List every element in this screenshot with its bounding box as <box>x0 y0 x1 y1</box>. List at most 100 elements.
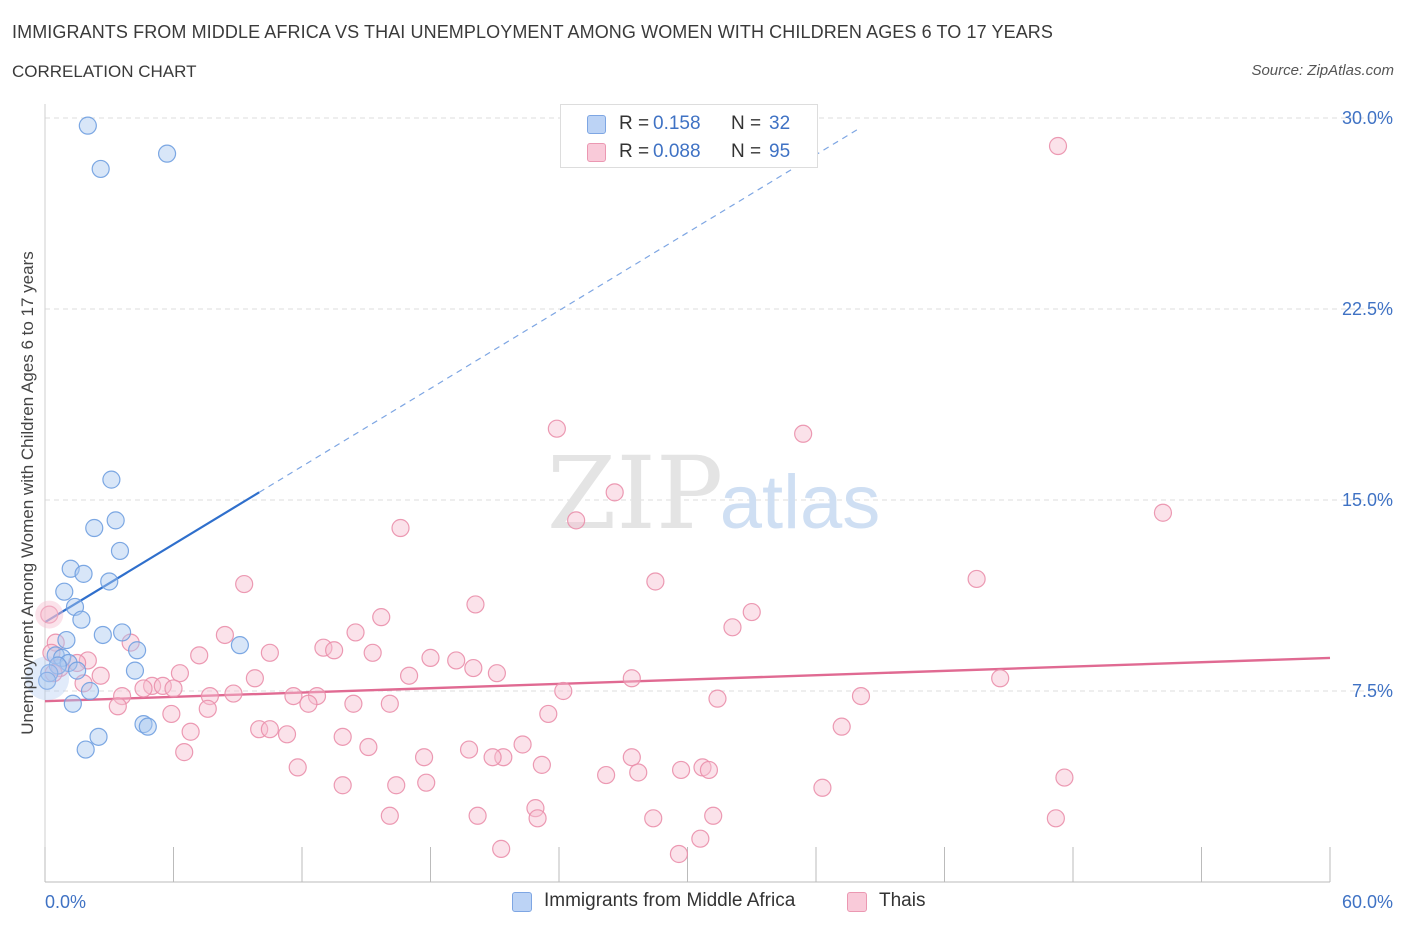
legend-n-value: 32 <box>769 113 791 134</box>
point-middle-africa <box>63 694 82 713</box>
legend-n-value: 95 <box>769 141 791 162</box>
point-middle-africa <box>125 661 145 680</box>
legend-r-label: R = <box>619 113 650 134</box>
legend-r-value: 0.158 <box>653 113 701 134</box>
legend-r-value: 0.088 <box>653 141 701 162</box>
trend-line-middle-africa-extension <box>258 128 860 493</box>
point-thais <box>288 758 307 777</box>
point-thais <box>399 666 419 685</box>
point-thais <box>277 725 297 744</box>
point-thais <box>742 602 761 622</box>
point-thais <box>325 641 344 660</box>
point-middle-africa <box>91 159 110 179</box>
point-middle-africa <box>38 671 57 690</box>
point-thais <box>1153 503 1173 522</box>
point-middle-africa <box>89 727 108 746</box>
point-thais <box>175 743 194 762</box>
point-middle-africa <box>78 116 97 135</box>
data-points <box>25 116 1173 864</box>
point-middle-africa <box>85 518 104 538</box>
legend-swatch-pink <box>587 143 606 162</box>
point-thais <box>414 748 434 767</box>
point-thais <box>108 697 127 716</box>
point-thais <box>1055 768 1074 787</box>
point-middle-africa <box>102 470 121 489</box>
point-thais <box>622 669 641 688</box>
point-thais <box>314 638 333 657</box>
y-tick-label: 30.0% <box>1342 108 1393 128</box>
point-thais <box>708 689 727 708</box>
gridlines <box>45 117 1390 692</box>
legend-swatch-blue <box>587 115 606 134</box>
point-thais <box>380 806 399 825</box>
point-thais <box>260 720 279 739</box>
point-thais <box>215 625 234 645</box>
point-thais <box>468 806 487 825</box>
legend-swatch-pink <box>847 892 867 912</box>
point-middle-africa <box>80 681 100 701</box>
point-thais <box>235 574 254 594</box>
point-thais <box>567 511 586 530</box>
legend-label-thais: Thais <box>879 890 926 911</box>
legend-n-label: N = <box>731 141 762 162</box>
point-thais <box>447 651 466 670</box>
point-thais <box>547 419 566 438</box>
point-thais <box>224 684 243 703</box>
point-middle-africa <box>76 740 95 759</box>
point-thais <box>629 763 648 782</box>
point-thais <box>483 748 502 767</box>
point-thais <box>134 679 153 698</box>
point-thais <box>387 776 406 795</box>
point-thais <box>513 735 532 754</box>
point-thais <box>492 839 511 858</box>
trend-line-thais <box>44 656 1331 703</box>
point-thais <box>494 748 513 767</box>
point-thais <box>704 806 723 825</box>
point-thais <box>671 760 691 780</box>
point-thais <box>112 686 132 706</box>
point-thais <box>260 643 279 662</box>
point-thais <box>181 722 200 741</box>
point-thais <box>554 681 573 701</box>
point-thais <box>487 664 506 683</box>
point-thais <box>723 618 742 637</box>
point-thais <box>363 643 382 662</box>
trend-lines <box>44 128 1331 703</box>
point-thais <box>245 669 264 688</box>
point-thais <box>851 686 871 706</box>
legend-r-label: R = <box>619 141 650 162</box>
point-thais <box>346 623 365 642</box>
point-thais <box>333 727 352 746</box>
chart-subtitle: CORRELATION CHART <box>12 62 197 81</box>
x-tick-label: 0.0% <box>45 892 86 912</box>
point-thais <box>164 679 183 698</box>
point-thais <box>359 737 378 757</box>
point-thais <box>464 658 483 678</box>
point-middle-africa <box>74 564 93 583</box>
point-thais <box>40 605 59 624</box>
point-thais <box>644 809 663 828</box>
point-thais <box>622 748 641 767</box>
point-thais <box>190 646 209 665</box>
point-middle-africa <box>110 541 130 561</box>
point-thais <box>459 740 479 759</box>
point-middle-africa <box>57 630 76 650</box>
point-thais <box>832 717 851 736</box>
y-axis-label: Unemployment Among Women with Children A… <box>18 251 37 735</box>
point-thais <box>813 778 832 797</box>
point-middle-africa <box>127 641 147 660</box>
point-thais <box>1048 136 1068 156</box>
point-middle-africa <box>230 636 249 655</box>
point-middle-africa <box>157 144 177 163</box>
point-thais <box>691 829 710 848</box>
watermark: ZIP atlas <box>547 435 880 552</box>
point-thais <box>153 676 172 696</box>
point-middle-africa <box>55 582 74 601</box>
watermark-atlas: atlas <box>720 460 881 545</box>
point-thais <box>1046 809 1065 828</box>
point-thais <box>991 669 1010 688</box>
point-middle-africa <box>106 511 125 530</box>
stats-legend: R = 0.158 N = 32 R = 0.088 N = 95 <box>560 104 818 168</box>
y-tick-label: 7.5% <box>1352 681 1393 701</box>
point-middle-africa <box>93 625 112 645</box>
